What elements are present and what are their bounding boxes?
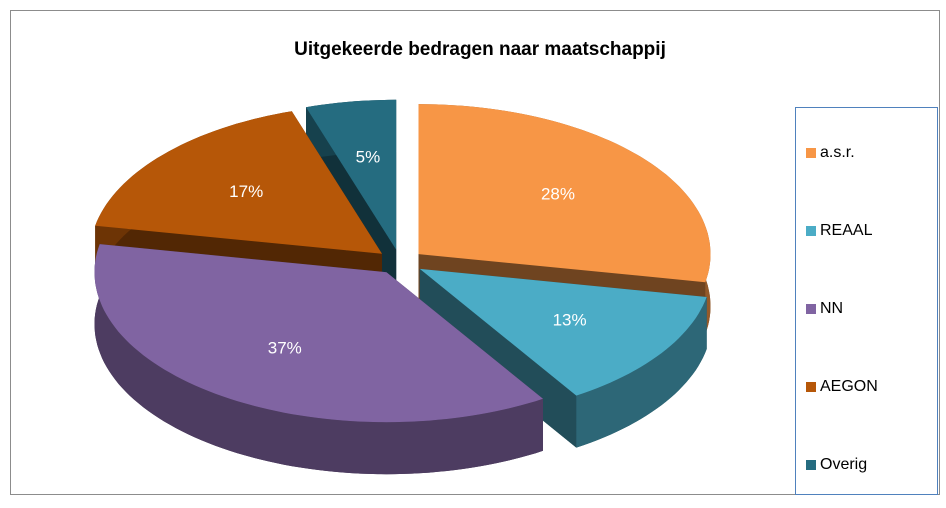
chart-title: Uitgekeerde bedragen naar maatschappij bbox=[294, 39, 666, 60]
pie: 5% 17% 28% 13% 37% bbox=[94, 99, 711, 475]
slice bbox=[94, 244, 543, 423]
data-label: 37% bbox=[268, 339, 302, 358]
legend-label: Overig bbox=[820, 456, 867, 473]
legend: a.s.r. REAAL NN AEGON Overig bbox=[806, 144, 878, 473]
legend-swatch bbox=[806, 460, 816, 470]
slice bbox=[419, 268, 707, 396]
data-label: 13% bbox=[553, 311, 587, 330]
data-label: 28% bbox=[541, 184, 575, 203]
data-label: 5% bbox=[356, 147, 381, 166]
slice bbox=[95, 111, 382, 254]
slice-side bbox=[576, 297, 707, 448]
legend-label: REAAL bbox=[820, 222, 873, 239]
slice-side bbox=[94, 244, 543, 475]
slice bbox=[306, 99, 397, 250]
legend-swatch bbox=[806, 226, 816, 236]
legend-swatch bbox=[806, 148, 816, 158]
legend-label: NN bbox=[820, 300, 843, 317]
data-label: 17% bbox=[229, 182, 263, 201]
legend-box bbox=[795, 107, 938, 495]
legend-swatch bbox=[806, 382, 816, 392]
legend-label: a.s.r. bbox=[820, 144, 855, 161]
slice bbox=[418, 104, 711, 283]
legend-label: AEGON bbox=[820, 378, 878, 395]
legend-swatch bbox=[806, 304, 816, 314]
